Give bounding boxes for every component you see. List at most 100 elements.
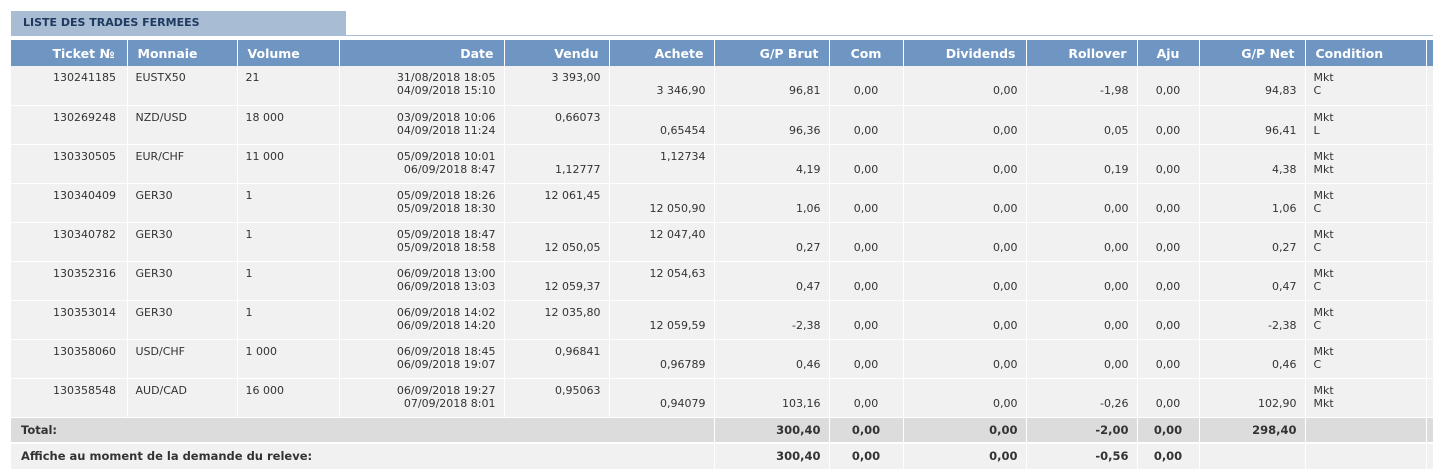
cell-date-date2: 06/09/2018 8:47 — [403, 162, 496, 176]
cell-condition-cond1: Mkt — [1313, 149, 1334, 163]
cell-vendu: 0,66073 — [504, 105, 610, 145]
cell-vendu: 1,12777 — [504, 144, 610, 184]
cell-spacer — [1426, 66, 1434, 106]
col-condition[interactable]: Condition — [1305, 40, 1427, 66]
section-title: LISTE DES TRADES FERMEES — [11, 11, 346, 35]
cell-vendu: 12 050,05 — [504, 222, 610, 262]
cell-vendu-vendu1: 0,95063 — [555, 383, 601, 397]
col-ticket[interactable]: Ticket № — [11, 40, 128, 66]
cell-volume: 16 000 — [237, 378, 340, 418]
cell-monnaie: EUSTX50 — [127, 66, 238, 106]
cell-ticket-ticket: 130340409 — [53, 188, 116, 202]
cell-com-com: 0,00 — [853, 396, 879, 410]
cell-dividends-dividends: 0,00 — [993, 318, 1018, 332]
table-row[interactable]: 130358548 AUD/CAD 16 000 06/09/2018 19:27 07… — [11, 378, 1434, 418]
cell-date-date2: 06/09/2018 19:07 — [396, 357, 496, 371]
cell-achete: 0,94079 — [609, 378, 715, 418]
cell-achete-achete2 — [618, 280, 706, 293]
cell-ticket: 130358548 — [11, 378, 128, 418]
cell-date-date2: 06/09/2018 13:03 — [396, 279, 496, 293]
cell-vendu-vendu1: 0,96841 — [555, 344, 601, 358]
cell-achete-achete1 — [618, 71, 706, 84]
col-rollover[interactable]: Rollover — [1026, 40, 1138, 66]
cell-aju: 0,00 — [1137, 144, 1200, 184]
cell-condition-cond2: C — [1313, 279, 1322, 293]
cell-vendu-vendu2 — [513, 84, 601, 97]
cell-condition: Mkt L — [1305, 105, 1427, 145]
col-monnaie[interactable]: Monnaie — [127, 40, 238, 66]
cell-achete: 0,96789 — [609, 339, 715, 379]
cell-dividends: 0,00 — [903, 144, 1027, 184]
table-row[interactable]: 130358060 USD/CHF 1 000 06/09/2018 18:45 06/… — [11, 339, 1434, 379]
col-dividends[interactable]: Dividends — [903, 40, 1027, 66]
cell-rollover-rollover: 0,19 — [1104, 162, 1129, 176]
cell-volume-volume: 11 000 — [245, 149, 285, 163]
col-aju[interactable]: Aju — [1137, 40, 1200, 66]
cell-monnaie-monnaie: GER30 — [135, 305, 173, 319]
cell-com: 0,00 — [829, 105, 904, 145]
cell-ticket: 130340409 — [11, 183, 128, 223]
cell-condition-cond1: Mkt — [1313, 188, 1334, 202]
cell-aju: 0,00 — [1137, 339, 1200, 379]
table-row[interactable]: 130340409 GER30 1 05/09/2018 18:26 05/09/201… — [11, 183, 1434, 223]
cell-volume-volume: 1 — [245, 188, 253, 202]
col-volume[interactable]: Volume — [237, 40, 340, 66]
cell-aju-aju: 0,00 — [1155, 279, 1181, 293]
cell-com: 0,00 — [829, 144, 904, 184]
cell-monnaie-monnaie: AUD/CAD — [135, 383, 187, 397]
cell-volume-volume: 16 000 — [245, 383, 285, 397]
col-date[interactable]: Date — [339, 40, 505, 66]
total-rollover: -2,00 — [1026, 417, 1138, 443]
cell-rollover: 0,00 — [1026, 339, 1138, 379]
table-row[interactable]: 130330505 EUR/CHF 11 000 05/09/2018 10:01 06… — [11, 144, 1434, 184]
table-row[interactable]: 130352316 GER30 1 06/09/2018 13:00 06/09/201… — [11, 261, 1434, 301]
cell-vendu-vendu2 — [513, 319, 601, 332]
cell-monnaie: GER30 — [127, 300, 238, 340]
cell-condition: Mkt C — [1305, 183, 1427, 223]
cell-volume: 1 — [237, 183, 340, 223]
cell-rollover-rollover: 0,00 — [1104, 318, 1129, 332]
cell-condition-cond1: Mkt — [1313, 383, 1334, 397]
col-vendu[interactable]: Vendu — [504, 40, 610, 66]
cell-ticket: 130358060 — [11, 339, 128, 379]
cell-gp-brut: 1,06 — [714, 183, 830, 223]
cell-condition-cond1: Mkt — [1313, 227, 1334, 241]
col-achete[interactable]: Achete — [609, 40, 715, 66]
cell-volume: 18 000 — [237, 105, 340, 145]
table-row[interactable]: 130269248 NZD/USD 18 000 03/09/2018 10:06 04… — [11, 105, 1434, 145]
table-row[interactable]: 130340782 GER30 1 05/09/2018 18:47 05/09/201… — [11, 222, 1434, 262]
cell-ticket-ticket: 130352316 — [53, 266, 116, 280]
cell-achete-achete2: 0,65454 — [660, 123, 706, 137]
cell-vendu: 12 061,45 — [504, 183, 610, 223]
cell-achete: 12 059,59 — [609, 300, 715, 340]
cell-achete: 12 050,90 — [609, 183, 715, 223]
cell-ticket-ticket: 130358060 — [53, 344, 116, 358]
table-row[interactable]: 130353014 GER30 1 06/09/2018 14:02 06/09/201… — [11, 300, 1434, 340]
cell-date-date2: 06/09/2018 14:20 — [396, 318, 496, 332]
cell-com-com: 0,00 — [853, 357, 879, 371]
col-com[interactable]: Com — [829, 40, 904, 66]
cell-gp-brut: 96,36 — [714, 105, 830, 145]
cell-com: 0,00 — [829, 378, 904, 418]
cell-ticket: 130340782 — [11, 222, 128, 262]
cell-gp-net: 0,47 — [1199, 261, 1306, 301]
affiche-label: Affiche au moment de la demande du relev… — [11, 444, 715, 470]
cell-vendu: 0,96841 — [504, 339, 610, 379]
cell-condition-cond1: Mkt — [1313, 305, 1334, 319]
table-row[interactable]: 130241185 EUSTX50 21 31/08/2018 18:05 04/09/… — [11, 66, 1434, 106]
cell-gp-brut: -2,38 — [714, 300, 830, 340]
cell-aju-aju: 0,00 — [1155, 240, 1181, 254]
col-gp-net[interactable]: G/P Net — [1199, 40, 1306, 66]
cell-com-com: 0,00 — [853, 201, 879, 215]
cell-monnaie-monnaie: EUR/CHF — [135, 149, 185, 163]
cell-com: 0,00 — [829, 339, 904, 379]
cell-aju: 0,00 — [1137, 66, 1200, 106]
cell-vendu-vendu1 — [513, 267, 601, 280]
cell-com: 0,00 — [829, 300, 904, 340]
cell-rollover-rollover: 0,00 — [1104, 357, 1129, 371]
cell-condition: Mkt C — [1305, 66, 1427, 106]
cell-gp-brut: 103,16 — [714, 378, 830, 418]
cell-gp-brut: 96,81 — [714, 66, 830, 106]
cell-date: 06/09/2018 19:27 07/09/2018 8:01 — [339, 378, 505, 418]
col-gp-brut[interactable]: G/P Brut — [714, 40, 830, 66]
